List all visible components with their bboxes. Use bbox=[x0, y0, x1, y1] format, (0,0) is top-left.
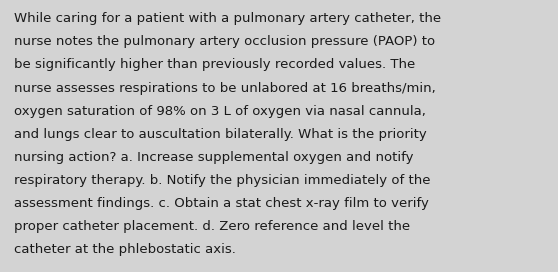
Text: While caring for a patient with a pulmonary artery catheter, the: While caring for a patient with a pulmon… bbox=[14, 12, 441, 25]
Text: proper catheter placement. d. Zero reference and level the: proper catheter placement. d. Zero refer… bbox=[14, 220, 410, 233]
Text: respiratory therapy. b. Notify the physician immediately of the: respiratory therapy. b. Notify the physi… bbox=[14, 174, 430, 187]
Text: and lungs clear to auscultation bilaterally. What is the priority: and lungs clear to auscultation bilatera… bbox=[14, 128, 427, 141]
Text: be significantly higher than previously recorded values. The: be significantly higher than previously … bbox=[14, 58, 415, 72]
Text: nurse assesses respirations to be unlabored at 16 breaths/min,: nurse assesses respirations to be unlabo… bbox=[14, 82, 436, 95]
Text: nurse notes the pulmonary artery occlusion pressure (PAOP) to: nurse notes the pulmonary artery occlusi… bbox=[14, 35, 435, 48]
Text: assessment findings. c. Obtain a stat chest x-ray film to verify: assessment findings. c. Obtain a stat ch… bbox=[14, 197, 429, 210]
Text: catheter at the phlebostatic axis.: catheter at the phlebostatic axis. bbox=[14, 243, 236, 256]
Text: nursing action? a. Increase supplemental oxygen and notify: nursing action? a. Increase supplemental… bbox=[14, 151, 413, 164]
Text: oxygen saturation of 98% on 3 L of oxygen via nasal cannula,: oxygen saturation of 98% on 3 L of oxyge… bbox=[14, 105, 426, 118]
